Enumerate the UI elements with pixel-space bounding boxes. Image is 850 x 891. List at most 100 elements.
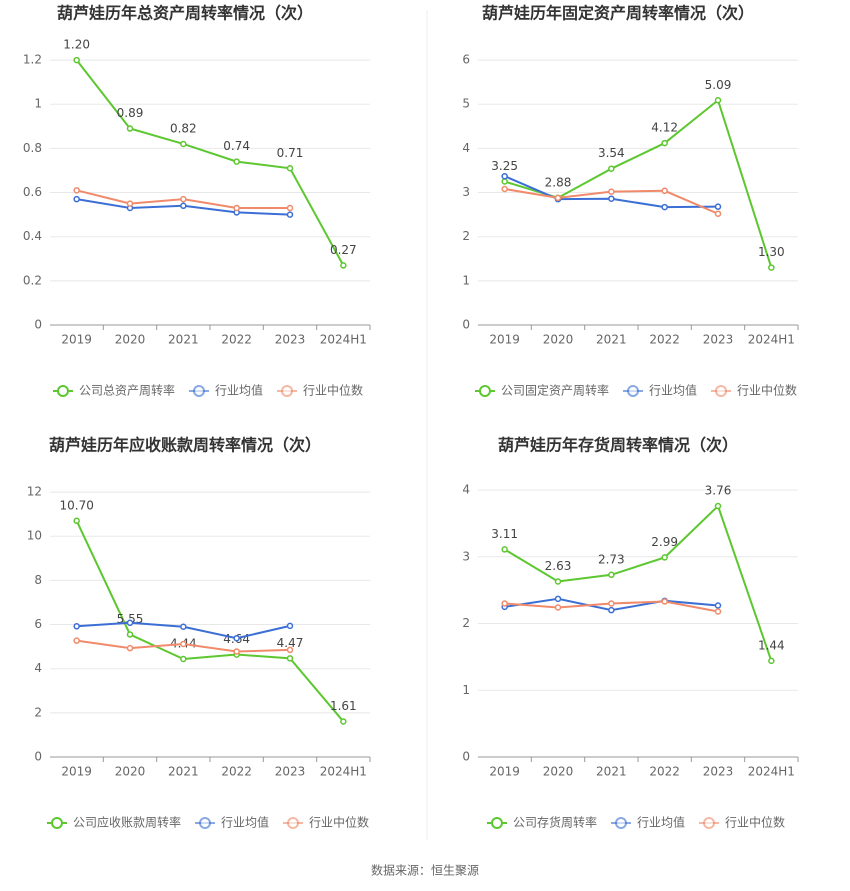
data-label: 1.20 xyxy=(63,38,90,52)
y-tick-label: 4 xyxy=(462,141,470,155)
legend-icon-dot xyxy=(50,817,63,829)
x-tick-label: 2021 xyxy=(596,333,627,347)
data-point xyxy=(180,140,187,148)
data-point xyxy=(73,637,80,644)
y-tick-label: 1.2 xyxy=(23,53,42,67)
x-tick-label: 2019 xyxy=(489,333,520,347)
data-label: 2.73 xyxy=(598,552,625,566)
x-tick-label: 2020 xyxy=(115,765,146,779)
legend-icon-dot xyxy=(287,817,300,829)
data-point xyxy=(233,634,240,642)
x-tick-label: 2020 xyxy=(543,765,574,779)
data-label: 0.74 xyxy=(223,139,250,153)
chart-title: 葫芦娃历年应收账款周转率情况（次） xyxy=(49,436,321,455)
legend-label: 行业中位数 xyxy=(737,383,797,398)
x-tick-label: 2024H1 xyxy=(748,333,795,347)
data-point xyxy=(233,204,240,212)
data-point xyxy=(180,640,187,648)
data-label: 2.99 xyxy=(651,535,678,549)
legend-icon-dot xyxy=(490,817,503,829)
data-point xyxy=(126,631,134,638)
y-tick-label: 1 xyxy=(462,683,470,697)
legend-icon-dot xyxy=(281,385,294,397)
data-point xyxy=(73,517,80,525)
legend-icon-dot xyxy=(478,385,491,397)
data-point xyxy=(714,602,722,609)
data-point xyxy=(714,608,722,615)
x-tick-label: 2020 xyxy=(115,333,146,347)
data-label: 0.27 xyxy=(330,243,357,257)
y-tick-label: 0.2 xyxy=(23,273,42,287)
x-tick-label: 2021 xyxy=(168,765,199,779)
series-line xyxy=(75,59,345,266)
data-point xyxy=(554,595,562,603)
y-tick-label: 6 xyxy=(34,617,42,631)
x-tick-label: 2021 xyxy=(596,765,627,779)
data-point xyxy=(126,644,134,652)
x-tick-label: 2023 xyxy=(275,765,306,779)
y-tick-label: 2 xyxy=(34,705,42,719)
y-tick-label: 4 xyxy=(462,483,470,497)
y-tick-label: 6 xyxy=(462,53,470,67)
data-point xyxy=(286,204,294,212)
data-point xyxy=(501,600,508,607)
data-label: 0.71 xyxy=(277,146,304,160)
legend-label: 行业均值 xyxy=(215,383,263,398)
data-point xyxy=(714,210,722,217)
x-tick-label: 2023 xyxy=(703,333,734,347)
y-tick-label: 0.8 xyxy=(23,141,42,155)
data-point xyxy=(73,56,80,64)
y-tick-label: 4 xyxy=(34,661,42,675)
x-tick-label: 2022 xyxy=(649,333,680,347)
legend-icon-dot xyxy=(626,385,639,397)
data-label: 2.88 xyxy=(545,175,572,189)
data-label: 3.11 xyxy=(491,527,518,541)
y-tick-label: 0 xyxy=(34,750,42,764)
data-point xyxy=(714,97,722,104)
data-point xyxy=(73,195,80,203)
data-point xyxy=(661,187,668,195)
data-label: 2.63 xyxy=(545,559,572,573)
legend-icon-dot xyxy=(192,385,205,397)
y-tick-label: 1 xyxy=(34,97,42,111)
data-point xyxy=(501,185,508,193)
x-tick-label: 2022 xyxy=(221,765,252,779)
data-point xyxy=(286,646,294,654)
data-point xyxy=(608,195,615,202)
data-point xyxy=(608,606,615,614)
x-tick-label: 2019 xyxy=(489,765,520,779)
data-point xyxy=(661,554,668,561)
y-tick-label: 2 xyxy=(462,229,470,243)
legend-label: 行业均值 xyxy=(221,815,269,830)
data-point xyxy=(73,187,80,194)
data-label: 1.44 xyxy=(758,638,785,652)
data-label: 10.70 xyxy=(59,498,93,512)
legend-icon-dot xyxy=(56,385,69,397)
data-point xyxy=(180,195,187,203)
x-tick-label: 2021 xyxy=(168,333,199,347)
data-point xyxy=(554,194,562,202)
x-tick-label: 2020 xyxy=(543,333,574,347)
legend-label: 公司应收账款周转率 xyxy=(73,815,181,830)
legend-label: 行业中位数 xyxy=(303,383,363,398)
y-tick-label: 0.4 xyxy=(23,229,42,243)
data-label: 0.89 xyxy=(117,106,144,120)
legend-label: 行业均值 xyxy=(649,383,697,398)
series-line xyxy=(504,504,773,662)
data-point xyxy=(286,165,294,172)
x-tick-label: 2023 xyxy=(703,765,734,779)
data-point xyxy=(661,598,668,605)
data-point xyxy=(73,623,80,630)
data-point xyxy=(554,604,562,611)
data-point xyxy=(714,203,722,210)
data-point xyxy=(661,203,668,211)
data-point xyxy=(501,172,508,180)
x-tick-label: 2024H1 xyxy=(320,333,367,347)
x-tick-label: 2023 xyxy=(275,333,306,347)
legend-icon-dot xyxy=(703,817,716,829)
y-tick-label: 8 xyxy=(34,573,42,587)
legend-label: 公司总资产周转率 xyxy=(79,383,175,398)
data-point xyxy=(501,546,508,553)
y-tick-label: 0 xyxy=(462,318,470,332)
data-point xyxy=(180,655,187,663)
